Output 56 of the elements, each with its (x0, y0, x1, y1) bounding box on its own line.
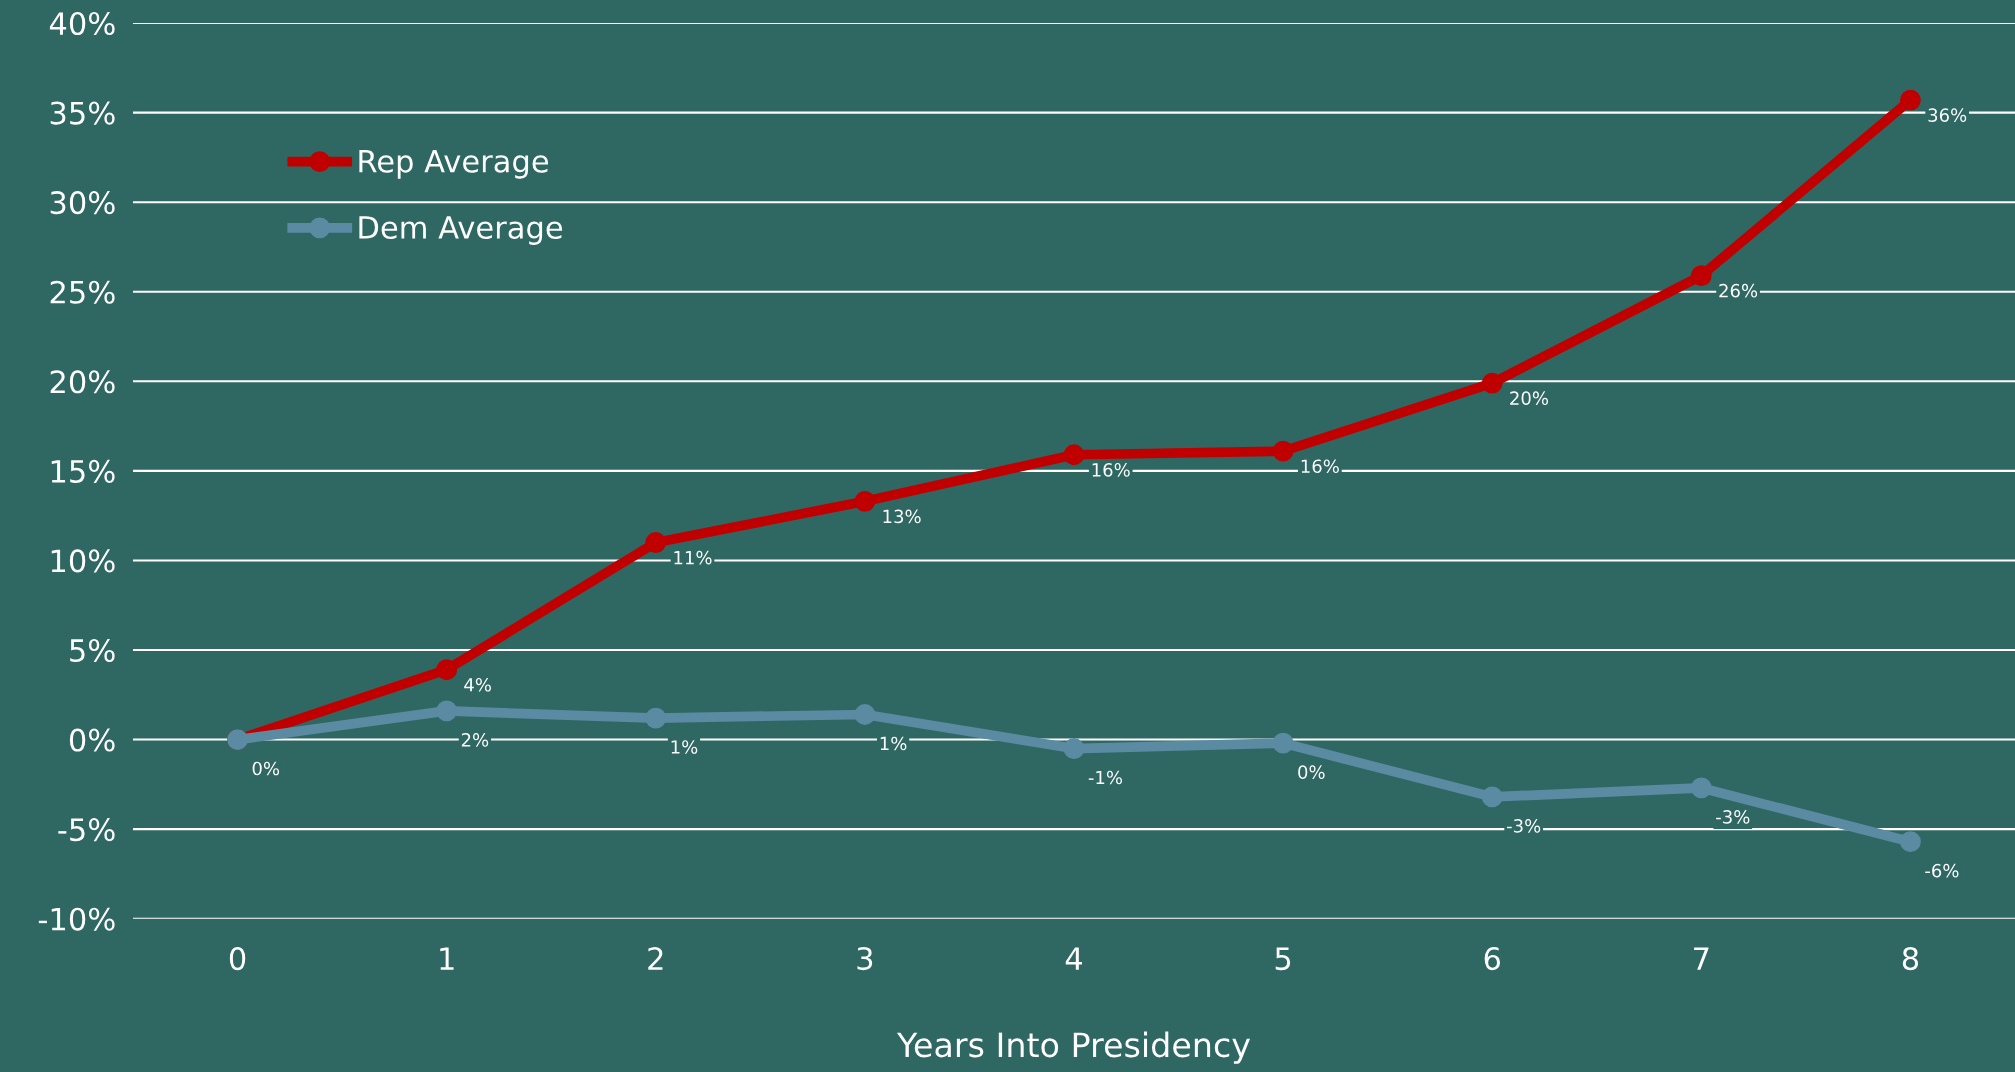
x-tick-label: 8 (1902, 947, 1919, 971)
y-tick-label: 5% (70, 638, 115, 663)
point (1900, 831, 1921, 853)
point (436, 659, 458, 681)
data-label: 16% (1301, 459, 1339, 474)
point (1272, 732, 1294, 754)
data-label: 0% (1298, 765, 1325, 779)
y-tick-label: 35% (50, 101, 115, 125)
x-tick-label: 5 (1275, 947, 1291, 971)
y-tick-label: 20% (50, 370, 115, 394)
y-tick-label: -5% (58, 818, 115, 842)
data-label: 13% (883, 509, 921, 524)
point (854, 704, 876, 725)
data-label: 36% (1928, 108, 1967, 122)
point (1481, 786, 1503, 808)
legend-label: Dem Average (359, 216, 563, 245)
point (645, 707, 667, 729)
point (1900, 89, 1921, 111)
data-label: -3% (1506, 819, 1541, 833)
data-label: -1% (1088, 770, 1123, 785)
y-tick-label: 0% (69, 728, 115, 752)
data-label: 1% (671, 740, 698, 754)
y-tick-label: 15% (51, 459, 115, 483)
point (1272, 440, 1294, 462)
point (854, 490, 876, 512)
point (1063, 738, 1085, 759)
data-label: 4% (464, 677, 491, 692)
point (645, 532, 667, 553)
data-label: 1% (880, 736, 907, 751)
y-tick-label: 10% (51, 549, 115, 573)
x-tick-label: 6 (1484, 947, 1501, 971)
data-label: 0% (252, 761, 280, 776)
point (1481, 372, 1503, 394)
data-label: 16% (1092, 463, 1130, 477)
x-tick-label: 7 (1694, 947, 1709, 970)
x-tick-label: 4 (1065, 947, 1082, 970)
y-tick-label: 40% (49, 11, 115, 36)
x-tick-label: 3 (857, 947, 873, 971)
data-label: 11% (674, 550, 712, 565)
x-tick-label: 0 (229, 947, 246, 971)
point (1063, 444, 1085, 466)
data-label: 20% (1510, 391, 1549, 406)
point (1690, 265, 1712, 287)
data-label: 26% (1719, 283, 1758, 298)
y-tick-label: 30% (50, 191, 115, 215)
legend-label: Rep Average (359, 150, 548, 179)
point (436, 700, 458, 722)
data-label: -6% (1925, 863, 1959, 878)
data-label: 2% (461, 733, 489, 747)
point (1690, 777, 1712, 799)
x-tick-label: 2 (648, 947, 663, 970)
y-tick-label: 25% (50, 280, 115, 304)
x-axis-title: Years Into Presidency (896, 1031, 1251, 1064)
x-tick-label: 1 (440, 947, 454, 970)
y-tick-label: -10% (38, 907, 115, 931)
data-label: -3% (1716, 810, 1750, 824)
